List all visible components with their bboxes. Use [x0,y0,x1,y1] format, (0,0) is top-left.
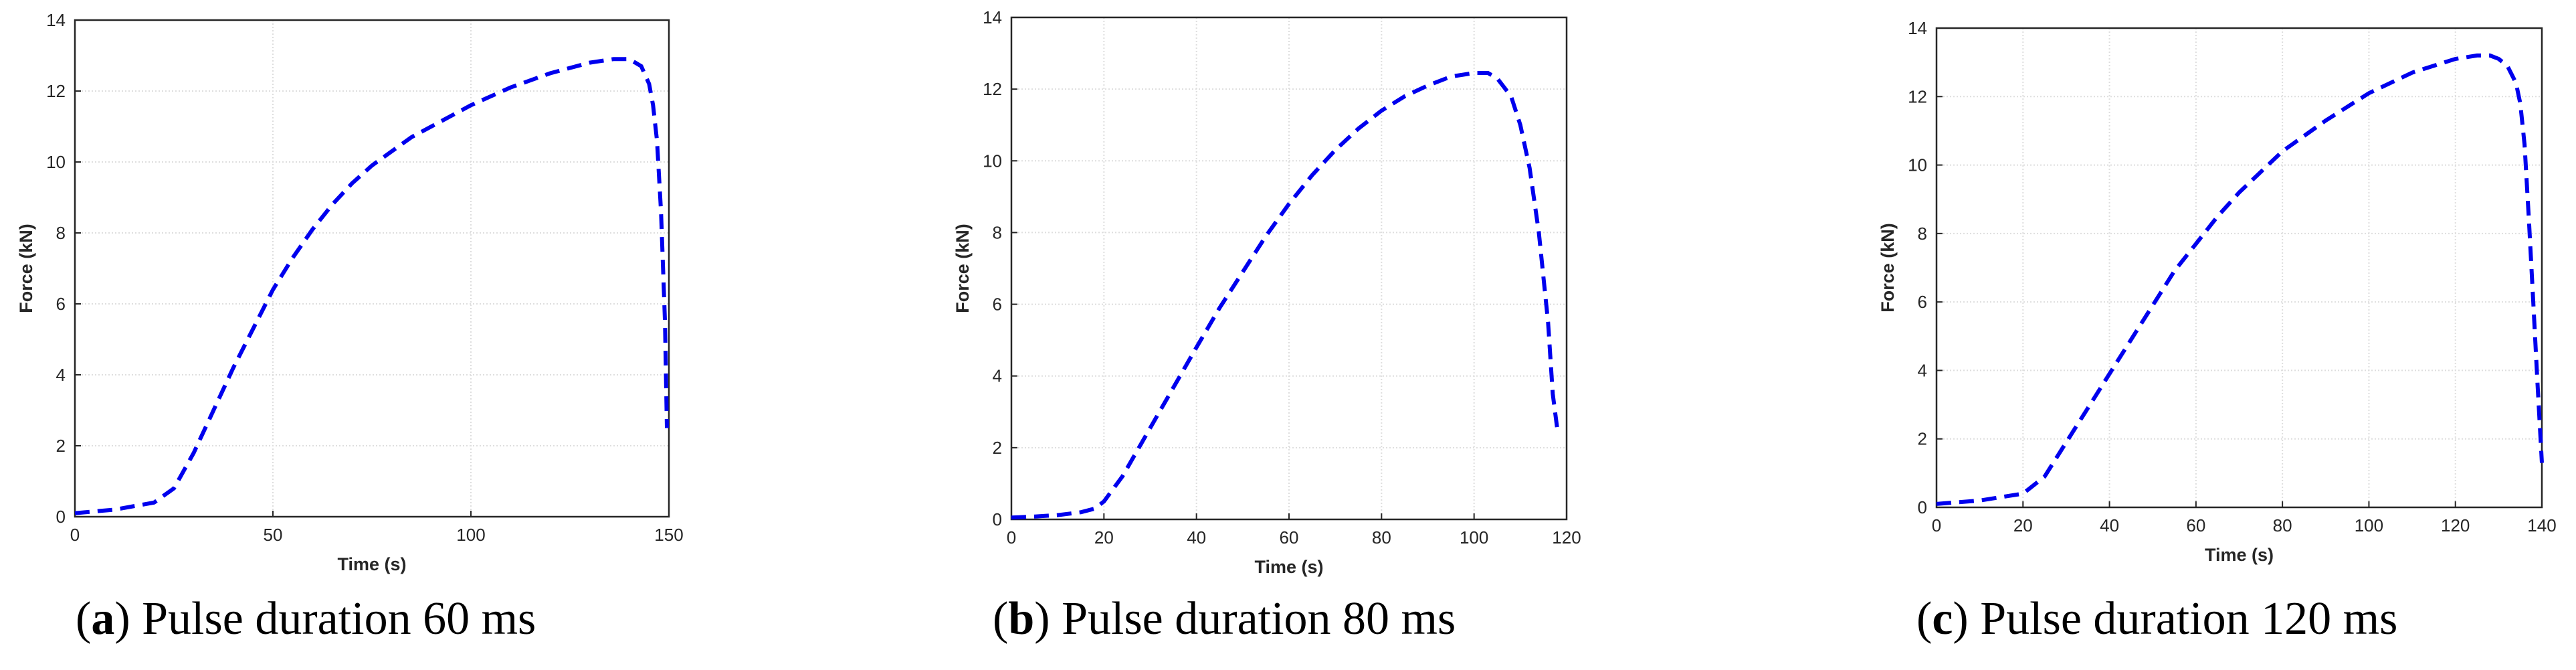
y-tick-label-a-3: 6 [56,294,66,314]
x-tick-label-c-1: 20 [2013,515,2033,535]
y-tick-label-a-7: 14 [46,10,66,30]
y-tick-label-c-5: 10 [1908,155,1927,175]
plot-frame-c [1935,27,2543,509]
x-tick-label-c-2: 40 [2100,515,2119,535]
x-axis-label-c: Time (s) [2205,545,2274,565]
x-tick-label-c-4: 80 [2273,515,2292,535]
y-tick-label-c-1: 2 [1918,429,1927,449]
y-tick-label-a-1: 2 [56,436,66,456]
x-axis-label-b: Time (s) [1254,557,1323,577]
caption-a-letter: a [91,593,115,645]
chart-c-pulse-120ms: 0 20 40 60 80 100 120 140 0 2 4 6 8 10 12 14 Time (s) For… [1878,18,2557,565]
plot-frame-a [74,19,670,518]
y-tick-label-c-7: 14 [1908,18,1927,38]
caption-a: (a) Pulse duration 60 ms [76,593,536,645]
y-axis-label-c: Force (kN) [1878,223,1898,313]
y-axis-label-a: Force (kN) [16,224,36,313]
y-tick-label-b-0: 0 [993,509,1002,529]
gridlines-b [1011,17,1567,520]
y-tick-label-c-0: 0 [1918,497,1927,517]
gridlines-a [74,19,670,517]
gridlines-c [1936,27,2543,508]
x-tick-label-a-3: 150 [654,525,683,545]
chart-a-pulse-60ms: 0 50 100 150 0 2 4 6 8 10 12 14 Time (s) Force (kN) [16,10,684,574]
caption-c: (c) Pulse duration 120 ms [1916,593,2398,645]
caption-b-text: Pulse duration 80 ms [1062,593,1456,645]
x-tick-label-c-7: 140 [2527,515,2556,535]
chart-b-pulse-80ms: 0 20 40 60 80 100 120 0 2 4 6 8 10 12 14 Time (s) Force … [953,7,1581,577]
y-tick-label-b-3: 6 [993,295,1002,315]
y-tick-label-b-1: 2 [993,438,1002,458]
y-tick-label-b-2: 4 [993,366,1002,386]
x-tick-label-c-0: 0 [1932,515,1941,535]
caption-c-letter: c [1932,593,1953,645]
y-tick-label-a-4: 8 [56,223,66,243]
y-tick-label-b-5: 10 [983,151,1002,171]
y-tick-label-b-4: 8 [993,222,1002,242]
y-tick-label-a-6: 12 [46,81,66,101]
y-tick-label-a-5: 10 [46,152,66,172]
x-tick-label-c-3: 60 [2186,515,2205,535]
x-tick-label-b-3: 60 [1280,527,1299,548]
x-tick-label-a-0: 0 [70,525,80,545]
force-series-line-c [1936,53,2544,506]
x-tick-label-b-2: 40 [1187,527,1206,548]
y-tick-label-c-6: 12 [1908,86,1927,106]
x-tick-label-a-1: 50 [264,525,283,545]
force-series-line-a [74,57,669,515]
x-tick-label-c-5: 100 [2355,515,2383,535]
caption-a-text: Pulse duration 60 ms [142,593,536,645]
force-series-line-b [1011,71,1560,520]
y-tick-label-c-3: 6 [1918,292,1927,312]
x-tick-label-b-1: 20 [1094,527,1114,548]
x-tick-label-a-2: 100 [456,525,485,545]
caption-b: (b) Pulse duration 80 ms [993,593,1456,645]
x-tick-label-c-6: 120 [2441,515,2470,535]
y-tick-label-c-4: 8 [1918,224,1927,244]
y-tick-label-a-0: 0 [56,507,66,527]
x-tick-label-b-0: 0 [1007,527,1016,548]
x-axis-label-a: Time (s) [337,554,406,574]
y-axis-label-b: Force (kN) [953,224,973,313]
x-tick-label-b-6: 120 [1552,527,1581,548]
y-tick-label-c-2: 4 [1918,360,1927,380]
y-tick-label-a-2: 4 [56,365,66,385]
caption-c-text: Pulse duration 120 ms [1980,593,2398,645]
x-tick-label-b-5: 100 [1460,527,1488,548]
caption-b-letter: b [1008,593,1035,645]
y-tick-label-b-6: 12 [983,79,1002,99]
x-tick-label-b-4: 80 [1372,527,1391,548]
y-tick-label-b-7: 14 [983,7,1002,27]
